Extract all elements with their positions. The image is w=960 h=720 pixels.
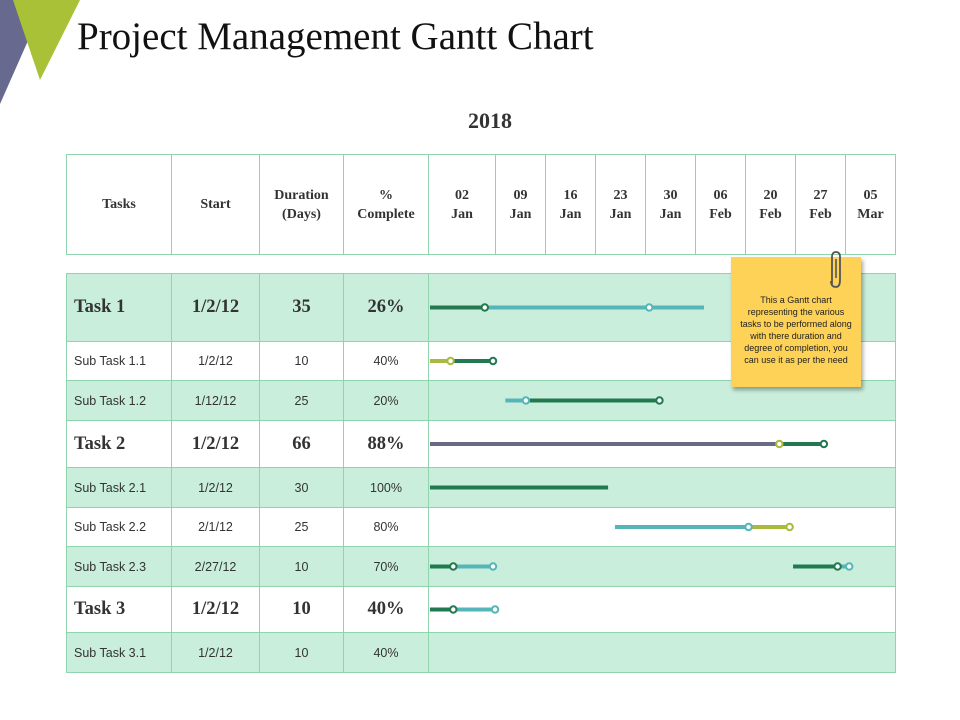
task-name: Sub Task 1.1 (66, 341, 172, 381)
header-complete: % Complete (343, 154, 429, 255)
task-complete: 40% (343, 586, 429, 633)
timeline-cell (428, 546, 896, 587)
task-complete: 88% (343, 420, 429, 468)
header-tasks: Tasks (66, 154, 172, 255)
header-complete-line2: Complete (357, 206, 415, 222)
table-row: Sub Task 2.2 2/1/12 25 80% (66, 507, 896, 547)
timeline-day: 20 (763, 187, 778, 203)
timeline-cell (428, 586, 896, 633)
header-duration-line1: Duration (274, 187, 329, 203)
table-row: Sub Task 3.1 1/2/12 10 40% (66, 632, 896, 673)
task-start: 1/2/12 (171, 632, 260, 673)
table-row: Sub Task 2.3 2/27/12 10 70% (66, 546, 896, 587)
timeline-header: 09 Jan (495, 154, 546, 255)
gantt-header: Tasks Start Duration (Days) % Complete 02 J… (66, 154, 896, 255)
timeline-day: 09 (513, 187, 528, 203)
task-duration: 35 (259, 273, 344, 342)
task-start: 1/2/12 (171, 341, 260, 381)
table-row: Task 2 1/2/12 66 88% (66, 420, 896, 468)
timeline-header: 30 Jan (645, 154, 696, 255)
task-name: Sub Task 1.2 (66, 380, 172, 421)
task-complete: 80% (343, 507, 429, 547)
task-name: Sub Task 3.1 (66, 632, 172, 673)
header-duration: Duration (Days) (259, 154, 344, 255)
task-name: Sub Task 2.1 (66, 467, 172, 508)
paperclip-icon (830, 251, 841, 288)
timeline-cell (428, 467, 896, 508)
task-duration: 10 (259, 632, 344, 673)
timeline-day: 05 (863, 187, 878, 203)
timeline-day: 27 (813, 187, 828, 203)
task-duration: 10 (259, 546, 344, 587)
task-duration: 25 (259, 380, 344, 421)
task-name: Task 2 (66, 420, 172, 468)
timeline-month: Jan (559, 206, 582, 222)
timeline-day: 23 (613, 187, 628, 203)
task-start: 2/27/12 (171, 546, 260, 587)
task-complete: 100% (343, 467, 429, 508)
task-start: 1/2/12 (171, 273, 260, 342)
task-duration: 10 (259, 341, 344, 381)
timeline-month: Jan (509, 206, 532, 222)
timeline-month: Mar (857, 206, 884, 222)
timeline-header: 05 Mar (845, 154, 896, 255)
page-title: Project Management Gantt Chart (77, 15, 594, 58)
task-name: Sub Task 2.2 (66, 507, 172, 547)
task-start: 1/12/12 (171, 380, 260, 421)
task-duration: 25 (259, 507, 344, 547)
corner-triangles-decoration (0, 0, 80, 104)
timeline-cell (428, 420, 896, 468)
timeline-day: 06 (713, 187, 728, 203)
timeline-month: Feb (809, 206, 832, 222)
timeline-cell (428, 507, 896, 547)
timeline-cell (428, 632, 896, 673)
task-start: 1/2/12 (171, 467, 260, 508)
task-duration: 10 (259, 586, 344, 633)
timeline-header: 16 Jan (545, 154, 596, 255)
timeline-header: 02 Jan (428, 154, 496, 255)
timeline-day: 02 (455, 187, 469, 203)
header-start: Start (171, 154, 260, 255)
timeline-header: 23 Jan (595, 154, 646, 255)
timeline-header: 27 Feb (795, 154, 846, 255)
timeline-month: Feb (709, 206, 732, 222)
table-row: Sub Task 2.1 1/2/12 30 100% (66, 467, 896, 508)
timeline-month: Feb (759, 206, 782, 222)
header-complete-line1: % (379, 187, 393, 203)
sticky-note-text: This a Gantt chart representing the vari… (740, 295, 852, 365)
header-duration-line2: (Days) (282, 206, 321, 222)
timeline-month: Jan (451, 206, 473, 222)
task-start: 1/2/12 (171, 420, 260, 468)
task-duration: 66 (259, 420, 344, 468)
timeline-month: Jan (609, 206, 632, 222)
task-complete: 26% (343, 273, 429, 342)
task-complete: 40% (343, 341, 429, 381)
table-row: Task 3 1/2/12 10 40% (66, 586, 896, 633)
timeline-day: 30 (663, 187, 678, 203)
task-name: Sub Task 2.3 (66, 546, 172, 587)
task-complete: 40% (343, 632, 429, 673)
timeline-month: Jan (659, 206, 682, 222)
task-start: 2/1/12 (171, 507, 260, 547)
task-duration: 30 (259, 467, 344, 508)
task-start: 1/2/12 (171, 586, 260, 633)
timeline-header: 06 Feb (695, 154, 746, 255)
task-name: Task 1 (66, 273, 172, 342)
year-label: 2018 (468, 108, 512, 133)
task-complete: 20% (343, 380, 429, 421)
task-name: Task 3 (66, 586, 172, 633)
timeline-header: 20 Feb (745, 154, 796, 255)
timeline-day: 16 (563, 187, 578, 203)
task-complete: 70% (343, 546, 429, 587)
